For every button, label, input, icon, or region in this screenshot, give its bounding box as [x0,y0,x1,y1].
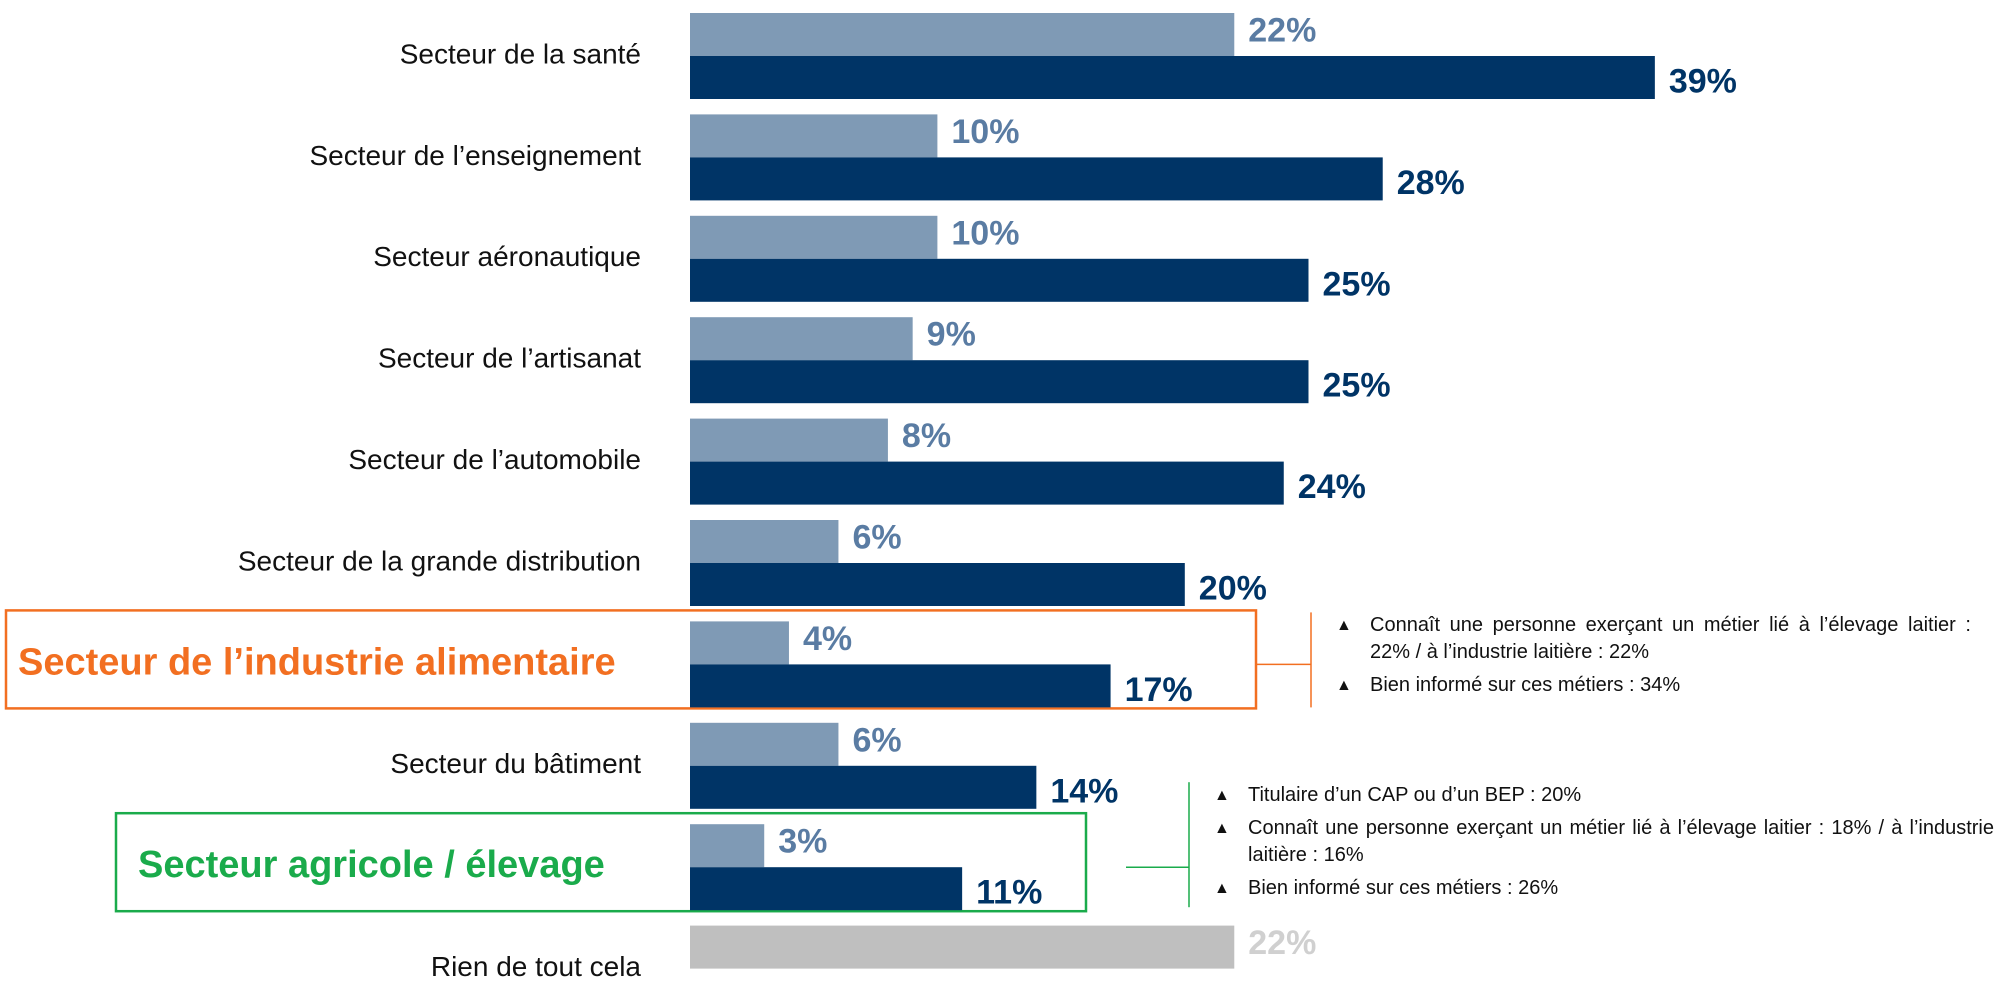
bar [690,664,1111,708]
bar [690,258,1309,302]
value-label: 20% [1199,569,1267,607]
note-item: Titulaire d’un CAP ou d’un BEP : 20% [1214,782,1994,809]
note-item: Connaît une personne exerçant un métier … [1336,612,1971,666]
value-label: 22% [1248,924,1316,962]
value-label: 6% [852,518,901,556]
bar [690,461,1284,505]
value-label: 11% [976,874,1042,912]
bar [690,925,1235,969]
value-label: 3% [778,823,827,861]
value-label: 4% [803,620,852,658]
category-label: Secteur de l’industrie alimentaire [18,641,616,683]
value-label: 9% [927,316,976,354]
category-label: Secteur de l’artisanat [378,343,641,374]
value-label: 10% [951,113,1019,151]
bar [690,621,789,665]
bar [690,867,963,911]
value-label: 25% [1323,265,1391,303]
bar [690,56,1655,99]
value-label: 28% [1397,164,1465,202]
bar [690,765,1037,809]
category-label: Rien de tout cela [431,951,642,982]
bar [690,824,765,868]
value-label: 6% [852,721,901,759]
note: Titulaire d’un CAP ou d’un BEP : 20% Conn… [1214,782,1994,908]
value-label: 8% [902,417,951,455]
category-label: Secteur agricole / élevage [138,844,605,886]
bar [690,317,913,361]
bar [690,360,1309,404]
bar [690,157,1383,201]
bar [690,114,938,158]
highlight-box [114,811,1088,913]
category-label: Secteur aéronautique [373,241,641,272]
bar [690,215,938,259]
value-label: 22% [1248,11,1316,49]
bar [690,722,839,766]
category-label: Secteur de la santé [400,38,641,69]
value-label: 10% [951,214,1019,252]
note-item: Bien informé sur ces métiers : 34% [1336,672,1971,699]
category-label: Secteur de l’automobile [348,444,641,475]
bar [690,563,1185,606]
note-item: Connaît une personne exerçant un métier … [1214,815,1994,869]
category-label: Secteur de la grande distribution [238,545,641,576]
value-label: 24% [1298,468,1366,506]
bar [690,13,1235,56]
bar [690,520,839,563]
note: Connaît une personne exerçant un métier … [1336,612,1971,705]
note-item: Bien informé sur ces métiers : 26% [1214,875,1994,902]
category-label: Secteur du bâtiment [390,748,641,779]
value-label: 39% [1669,62,1737,100]
highlight-box [4,609,1258,710]
value-label: 17% [1125,671,1193,709]
value-label: 14% [1050,772,1118,810]
value-label: 25% [1323,367,1391,405]
bar [690,418,888,462]
category-label: Secteur de l’enseignement [309,140,641,171]
